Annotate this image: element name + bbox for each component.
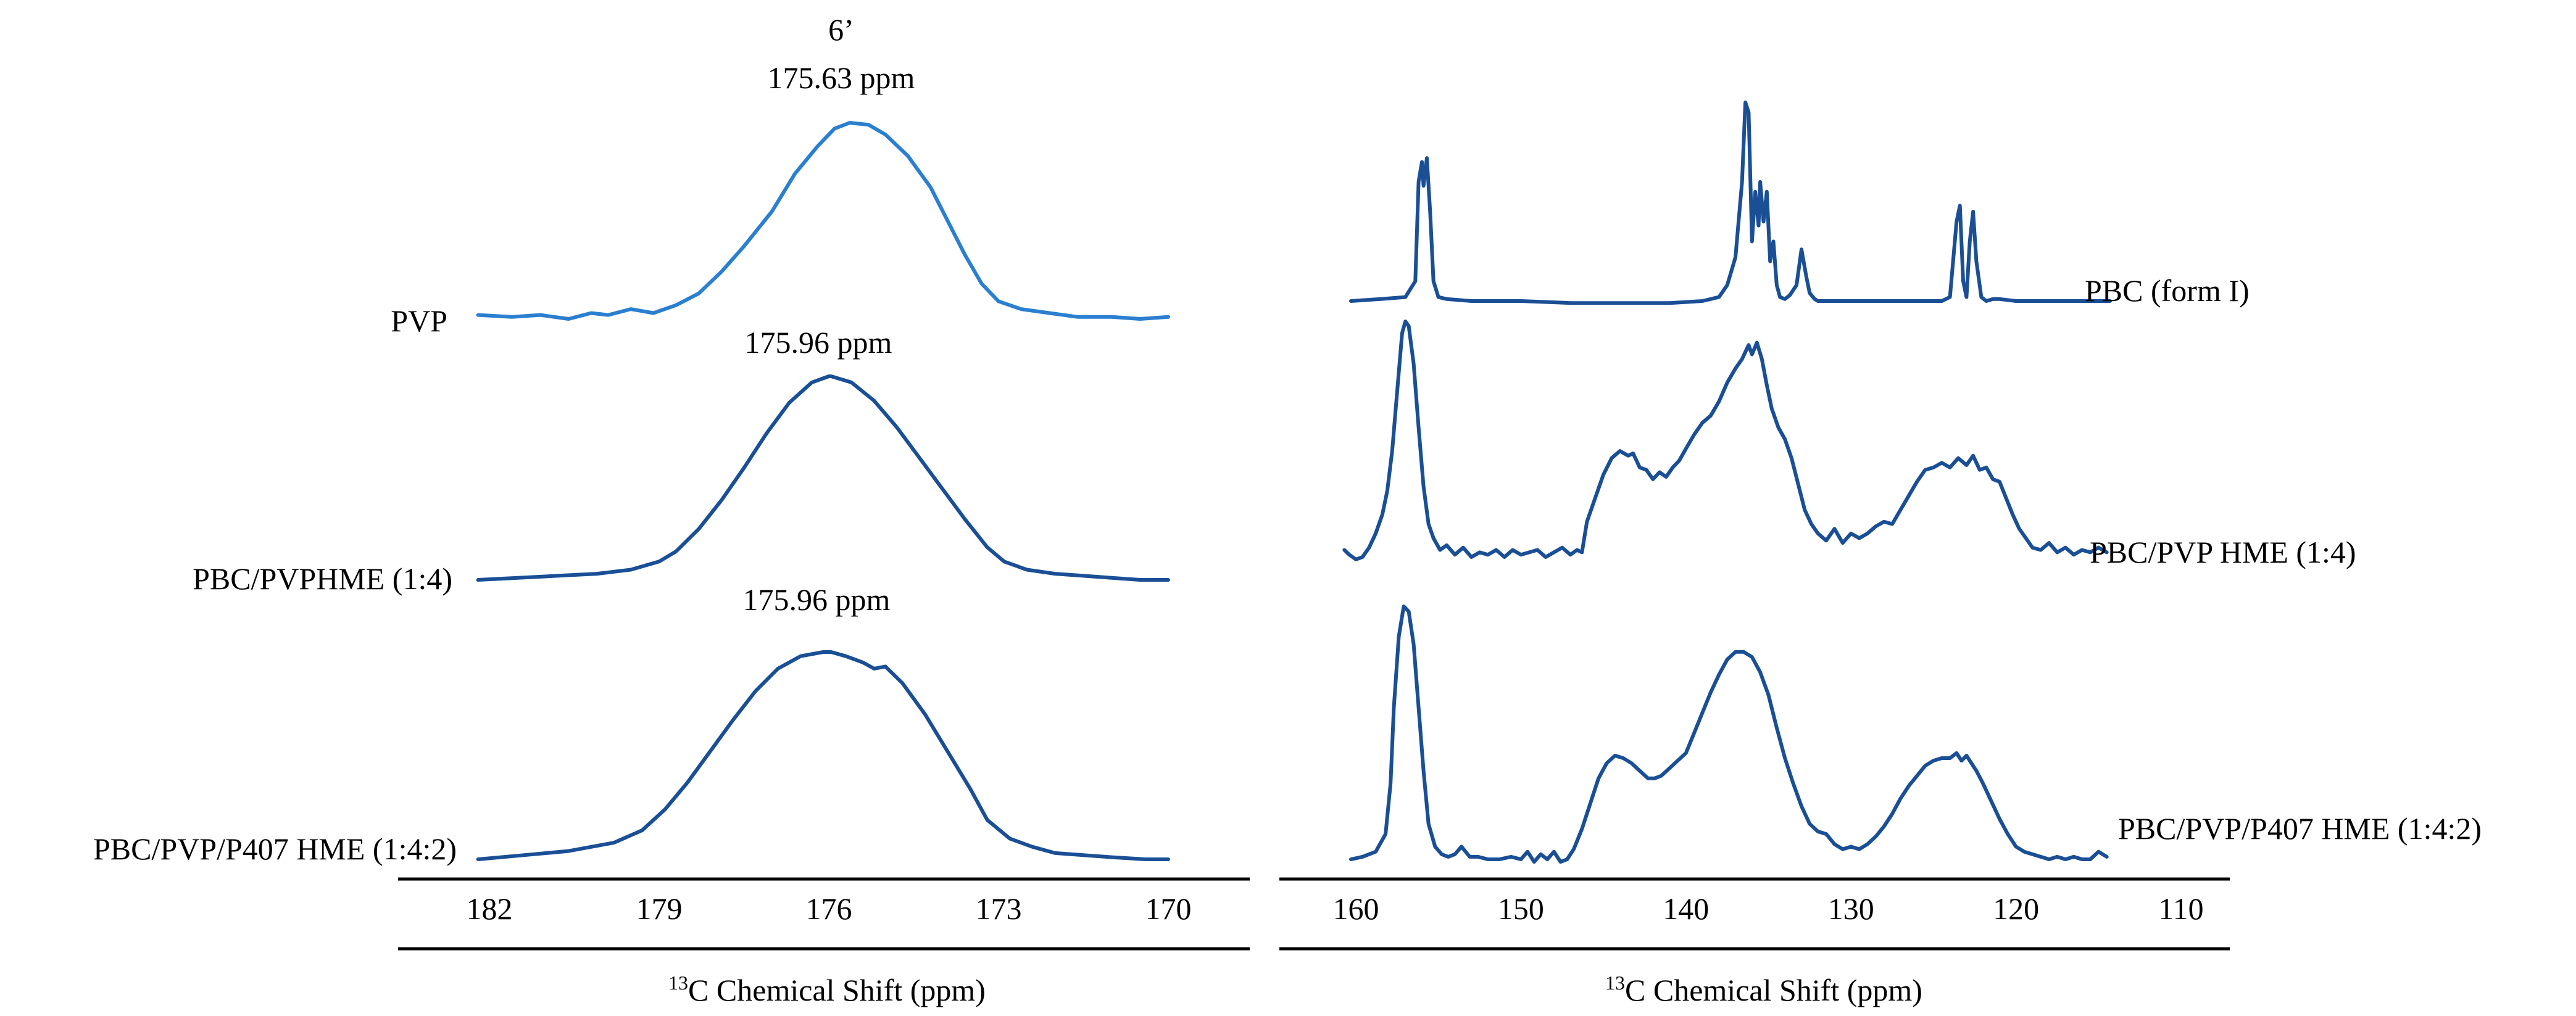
right-panel-aromatic: PBC (form I) PBC/PVP HME (1:4) PBC/PVP/P… <box>1279 101 2482 1007</box>
left-tick-label-170: 170 <box>1145 891 1192 926</box>
peak-label-pbc-pvp-p407-hme: 175.96 ppm <box>743 582 891 617</box>
sample-label-pbc-pvp-hme: PBC/PVPHME (1:4) <box>193 561 452 596</box>
left-tick-label-173: 173 <box>976 891 1022 926</box>
right-axis-title-superscript: 13 <box>1605 972 1625 994</box>
sample-label-pbc-pvp-p407-hme-right: PBC/PVP/P407 HME (1:4:2) <box>2118 811 2482 846</box>
left-tick-label-179: 179 <box>636 891 683 926</box>
spectrum-pvp <box>476 121 1170 321</box>
spectrum-pbc-form-i <box>1349 101 2112 305</box>
sample-label-pbc-form-i: PBC (form I) <box>2085 273 2250 308</box>
spectrum-pbc-pvp-hme <box>476 374 1170 582</box>
right-tick-label-150: 150 <box>1498 891 1544 926</box>
spectrum-pbc-pvp-p407-hme-right <box>1349 605 2109 864</box>
peak-label-6prime: 6’ <box>828 12 854 47</box>
right-axis-ticks: 160 150 140 130 120 110 <box>1333 891 2204 926</box>
sample-label-pvp: PVP <box>391 304 447 338</box>
spectrum-pbc-pvp-p407-hme <box>476 650 1170 861</box>
sample-label-pbc-pvp-p407-hme: PBC/PVP/P407 HME (1:4:2) <box>93 832 457 866</box>
right-tick-label-140: 140 <box>1663 891 1709 926</box>
left-tick-label-182: 182 <box>467 891 513 926</box>
right-axis-title-text: C Chemical Shift (ppm) <box>1625 973 1922 1007</box>
left-axis-title: 13C Chemical Shift (ppm) <box>668 972 986 1007</box>
right-tick-label-120: 120 <box>1993 891 2039 926</box>
left-axis-ticks: 182 179 176 173 170 <box>467 891 1192 926</box>
left-panel-carbonyl: 6’ 175.63 ppm 175.96 ppm 175.96 ppm PVP … <box>93 12 1250 1007</box>
right-axis-title: 13C Chemical Shift (ppm) <box>1605 972 1922 1007</box>
left-tick-label-176: 176 <box>806 891 852 926</box>
sample-label-pbc-pvp-hme-right: PBC/PVP HME (1:4) <box>2090 535 2356 569</box>
peak-label-pvp: 175.63 ppm <box>768 60 915 95</box>
spectrum-pbc-pvp-hme-right <box>1342 320 2109 561</box>
right-tick-label-130: 130 <box>1828 891 1874 926</box>
left-axis-title-text: C Chemical Shift (ppm) <box>688 973 986 1007</box>
peak-label-pbc-pvp-hme: 175.96 ppm <box>745 325 892 360</box>
right-tick-label-110: 110 <box>2158 891 2203 926</box>
left-axis-title-superscript: 13 <box>668 972 688 994</box>
right-tick-label-160: 160 <box>1333 891 1379 926</box>
